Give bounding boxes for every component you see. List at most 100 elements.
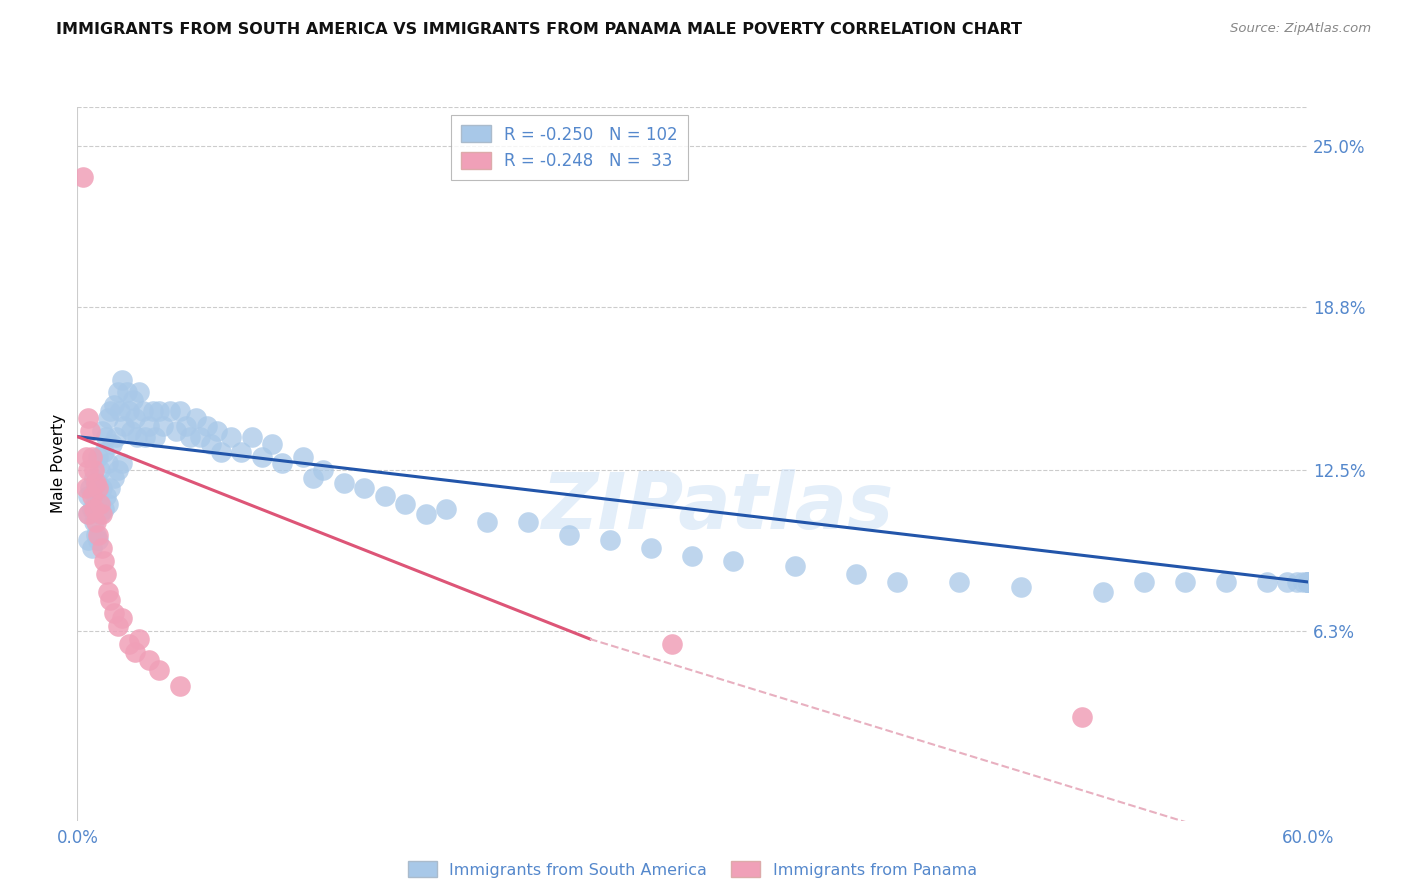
Point: [101, 437, 124, 451]
Point: [93, 502, 115, 516]
Point: [79, 425, 101, 439]
Point: [115, 385, 138, 400]
Point: [84, 476, 107, 491]
Point: [682, 549, 704, 563]
Point: [1296, 574, 1319, 589]
Point: [374, 489, 396, 503]
Point: [93, 445, 115, 459]
Point: [205, 425, 228, 439]
Point: [394, 497, 416, 511]
Point: [87, 528, 110, 542]
Point: [98, 593, 121, 607]
Point: [436, 502, 458, 516]
Point: [76, 489, 98, 503]
Point: [83, 463, 105, 477]
Point: [1174, 574, 1197, 589]
Point: [87, 450, 110, 465]
Point: [209, 445, 232, 459]
Point: [76, 508, 98, 522]
Point: [1296, 574, 1319, 589]
Point: [128, 385, 150, 400]
Point: [142, 403, 165, 417]
Point: [271, 456, 294, 470]
Point: [1286, 574, 1309, 589]
Point: [138, 653, 160, 667]
Point: [83, 471, 105, 485]
Point: [114, 419, 136, 434]
Point: [87, 533, 110, 548]
Point: [111, 372, 134, 386]
Point: [75, 450, 97, 465]
Point: [111, 456, 134, 470]
Point: [97, 411, 120, 425]
Point: [179, 429, 201, 443]
Point: [188, 429, 212, 443]
Point: [169, 403, 191, 417]
Point: [262, 437, 284, 451]
Point: [1256, 574, 1278, 589]
Point: [143, 429, 166, 443]
Point: [84, 494, 107, 508]
Point: [1292, 574, 1315, 589]
Point: [148, 663, 170, 677]
Point: [312, 463, 335, 477]
Point: [845, 567, 868, 582]
Point: [87, 497, 110, 511]
Point: [84, 515, 107, 529]
Point: [107, 385, 129, 400]
Point: [94, 489, 117, 503]
Point: [94, 429, 117, 443]
Point: [169, 679, 191, 693]
Point: [87, 476, 110, 491]
Point: [200, 437, 222, 451]
Point: [75, 482, 97, 496]
Point: [333, 476, 356, 491]
Point: [174, 419, 197, 434]
Point: [107, 463, 129, 477]
Point: [94, 567, 117, 582]
Point: [83, 515, 105, 529]
Point: [240, 429, 263, 443]
Point: [103, 471, 125, 485]
Point: [76, 533, 98, 548]
Point: [110, 403, 132, 417]
Point: [121, 393, 143, 408]
Point: [1071, 710, 1094, 724]
Point: [186, 411, 208, 425]
Point: [517, 515, 540, 529]
Point: [138, 419, 160, 434]
Point: [783, 559, 806, 574]
Point: [90, 425, 114, 439]
Point: [90, 508, 114, 522]
Point: [353, 482, 375, 496]
Point: [80, 489, 103, 503]
Point: [124, 645, 146, 659]
Legend: Immigrants from South America, Immigrants from Panama: Immigrants from South America, Immigrant…: [402, 855, 983, 884]
Point: [120, 425, 142, 439]
Point: [195, 419, 218, 434]
Point: [98, 482, 121, 496]
Y-axis label: Male Poverty: Male Poverty: [51, 414, 66, 514]
Point: [79, 482, 101, 496]
Point: [661, 637, 683, 651]
Point: [83, 502, 105, 516]
Point: [134, 429, 156, 443]
Point: [89, 497, 111, 511]
Point: [152, 419, 174, 434]
Point: [1132, 574, 1154, 589]
Point: [558, 528, 581, 542]
Point: [90, 482, 114, 496]
Point: [89, 508, 111, 522]
Point: [1296, 574, 1319, 589]
Point: [72, 170, 94, 185]
Point: [117, 637, 139, 651]
Point: [76, 463, 98, 477]
Point: [250, 450, 273, 465]
Point: [80, 502, 103, 516]
Point: [80, 450, 103, 465]
Point: [640, 541, 662, 556]
Point: [159, 403, 181, 417]
Point: [948, 574, 970, 589]
Point: [103, 399, 125, 413]
Point: [1091, 585, 1114, 599]
